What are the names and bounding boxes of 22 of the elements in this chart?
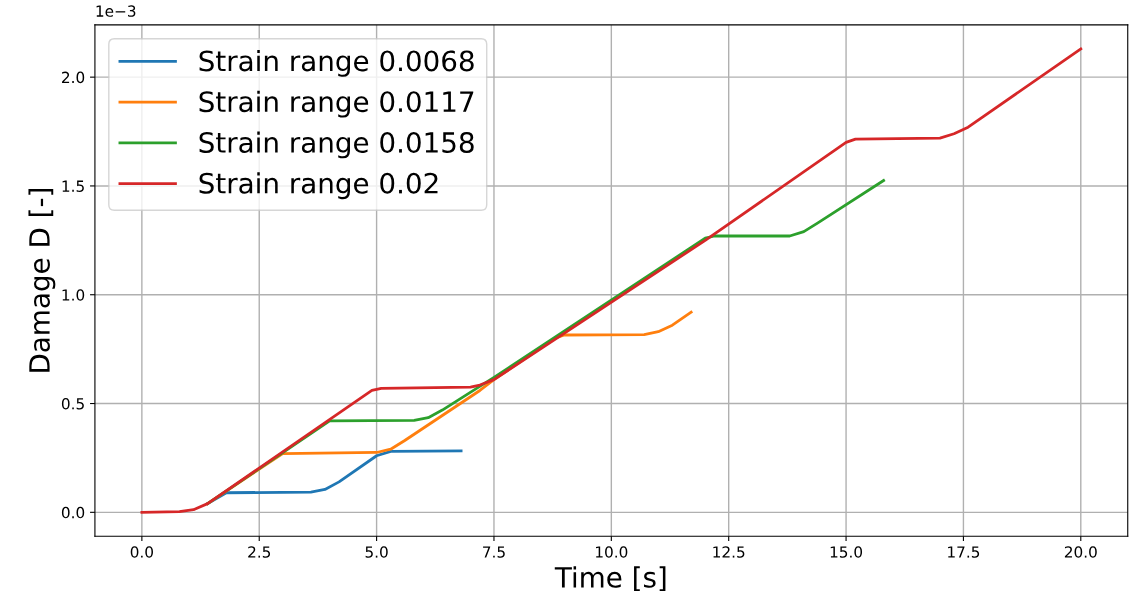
legend-label: Strain range 0.0158 [199,131,474,159]
line-series [140,47,1083,514]
y-tick-label: 1.0 [62,289,85,301]
y-tick-label: 1.5 [62,180,84,192]
x-axis-title: Time [s] [554,566,666,592]
y-tick-label: 0.0 [61,506,85,519]
x-tick-label: 12.5 [713,546,745,558]
text: 1e−3 [96,5,136,17]
x-tick-label: 5.0 [365,546,388,558]
y-tick-label: 0.5 [61,397,84,410]
x-tick-label: 20.0 [1064,546,1097,558]
legend-label: Strain range 0.0068 [199,49,474,77]
y-axis-title: Damage D [-] [28,189,56,372]
y-tick-label: 2.0 [62,71,85,84]
x-tick-label: 7.5 [483,546,505,558]
legend-label: Strain range 0.0117 [199,90,474,118]
x-tick-label: 15.0 [830,546,863,558]
x-tick-label: 2.5 [248,546,271,558]
x-tick-label: 17.5 [948,546,980,558]
x-tick-label: 0.0 [130,546,153,558]
legend-label: Strain range 0.02 [199,172,438,200]
x-tick-label: 10.0 [596,546,628,558]
